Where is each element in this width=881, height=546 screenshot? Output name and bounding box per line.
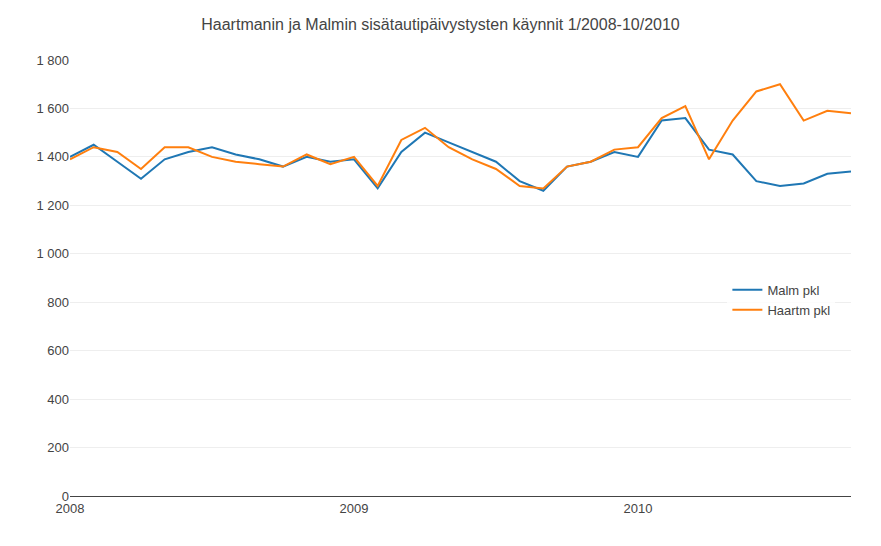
svg-text:2008: 2008: [56, 501, 85, 516]
svg-text:600: 600: [47, 343, 69, 358]
svg-text:Haartm pkl: Haartm pkl: [767, 303, 830, 318]
svg-text:1 200: 1 200: [36, 198, 69, 213]
svg-text:1 800: 1 800: [36, 53, 69, 68]
svg-text:1 000: 1 000: [36, 246, 69, 261]
svg-text:2009: 2009: [340, 501, 369, 516]
svg-text:1 600: 1 600: [36, 101, 69, 116]
svg-text:0: 0: [62, 489, 69, 504]
svg-text:200: 200: [47, 440, 69, 455]
svg-text:Haartmanin ja Malmin sisätauti: Haartmanin ja Malmin sisätautipäivystyst…: [201, 16, 680, 33]
svg-text:400: 400: [47, 392, 69, 407]
svg-text:800: 800: [47, 295, 69, 310]
svg-text:Malm pkl: Malm pkl: [767, 283, 819, 298]
svg-text:2010: 2010: [624, 501, 653, 516]
svg-text:1 400: 1 400: [36, 149, 69, 164]
